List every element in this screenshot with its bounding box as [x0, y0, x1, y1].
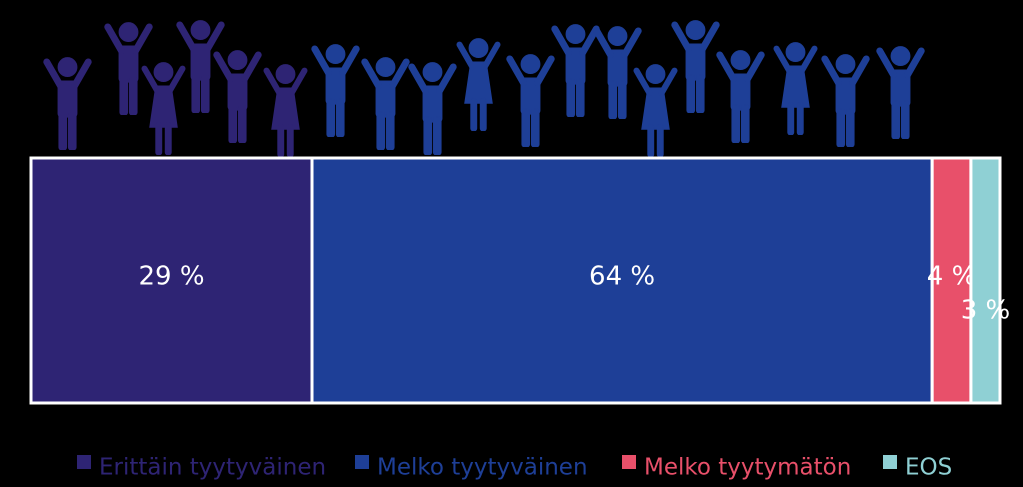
person-icon — [777, 43, 815, 135]
person-icon — [460, 39, 498, 131]
value-label: 4 % — [927, 262, 977, 292]
bar-segment — [969, 156, 1002, 405]
person-icon — [597, 27, 638, 119]
person-icon — [145, 63, 183, 155]
legend-label: Melko tyytymätön — [644, 455, 851, 481]
person-icon — [675, 21, 716, 113]
person-icon — [637, 65, 675, 157]
value-label: 64 % — [589, 262, 655, 292]
value-label: 3 % — [961, 296, 1011, 326]
legend-label: Melko tyytyväinen — [377, 455, 588, 481]
bar-segment — [930, 156, 973, 405]
person-icon — [720, 51, 761, 143]
bar-segment — [29, 156, 314, 405]
person-icon — [365, 58, 406, 150]
person-icon — [267, 65, 305, 157]
value-label: 29 % — [138, 262, 204, 292]
person-icon — [825, 55, 866, 147]
person-icon — [510, 55, 551, 147]
bar-segment — [310, 156, 934, 405]
legend-label: EOS — [905, 455, 952, 481]
person-icon — [47, 58, 88, 150]
person-icon — [555, 25, 596, 117]
person-icon — [880, 47, 921, 139]
legend-swatch — [355, 455, 369, 469]
person-icon — [315, 45, 356, 137]
legend-label: Erittäin tyytyväinen — [99, 455, 326, 481]
legend-swatch — [622, 455, 636, 469]
people-illustration — [47, 21, 921, 157]
legend-swatch — [77, 455, 91, 469]
legend-swatch — [883, 455, 897, 469]
person-icon — [217, 51, 258, 143]
person-icon — [180, 21, 221, 113]
person-icon — [412, 63, 453, 155]
